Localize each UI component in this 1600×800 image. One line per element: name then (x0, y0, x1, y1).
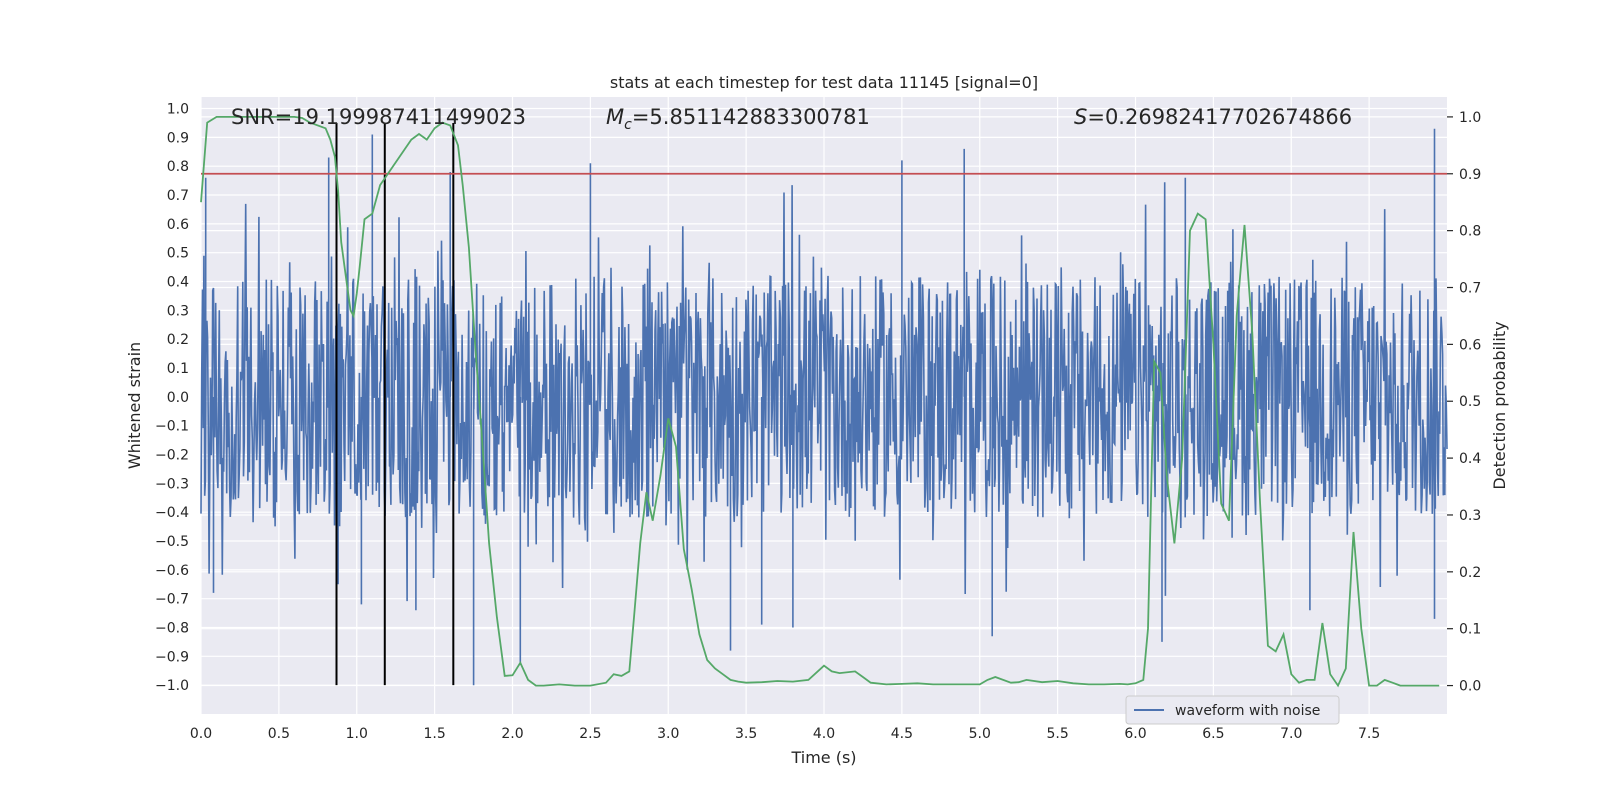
y-right-tick-label: 0.6 (1459, 337, 1481, 353)
y-left-tick-label: −0.9 (155, 649, 189, 665)
y-left-tick-label: −0.7 (155, 592, 189, 608)
y-left-tick-label: −0.5 (155, 534, 189, 550)
mc-subscript: c (624, 117, 632, 133)
waveform-line (200, 128, 1448, 686)
x-tick-label: 0.0 (190, 726, 212, 742)
y-right-tick-label: 0.7 (1459, 281, 1481, 297)
y-right-tick-label: 0.8 (1459, 224, 1481, 240)
x-axis-label: Time (s) (790, 748, 856, 767)
x-tick-label: 2.5 (579, 726, 601, 742)
x-tick-label: 6.0 (1124, 726, 1146, 742)
axis-ticks: 0.0 0.5 1.0 1.5 2.0 2.5 3.0 3.5 4.0 4.5 5.0 5.5 6.0 6… (155, 102, 1481, 742)
y-left-tick-label: 0.8 (167, 159, 189, 175)
x-tick-label: 7.0 (1280, 726, 1302, 742)
y-left-tick-label: 1.0 (167, 102, 189, 118)
x-tick-label: 5.5 (1046, 726, 1068, 742)
y-left-tick-label: 0.6 (167, 217, 189, 233)
y-right-tick-label: 0.9 (1459, 167, 1481, 183)
y-left-tick-label: −0.3 (155, 476, 189, 492)
mc-symbol: M (606, 105, 624, 129)
x-tick-label: 1.5 (423, 726, 445, 742)
y-right-tick-label: 1.0 (1459, 110, 1481, 126)
y-left-tick-label: 0.2 (167, 332, 189, 348)
chirp-mass-annotation: Mc=5.851142883300781 (606, 105, 870, 133)
y-right-tick-label: 0.5 (1459, 394, 1481, 410)
y-left-tick-label: 0.3 (167, 303, 189, 319)
y-right-tick-label: 0.2 (1459, 565, 1481, 581)
x-tick-label: 3.5 (735, 726, 757, 742)
y-left-tick-label: 0.9 (167, 130, 189, 146)
y-left-tick-label: 0.7 (167, 188, 189, 204)
x-tick-label: 7.5 (1358, 726, 1380, 742)
y-left-tick-label: −0.2 (155, 448, 189, 464)
y-left-tick-label: 0.0 (167, 390, 189, 406)
y-left-tick-label: −0.8 (155, 621, 189, 637)
y-axis-label-left: Whitened strain (125, 342, 144, 469)
x-tick-label: 0.5 (268, 726, 290, 742)
y-left-tick-label: −1.0 (155, 678, 189, 694)
y-left-tick-label: −0.1 (155, 419, 189, 435)
detection-probability-line (200, 116, 1440, 688)
s-value: =0.26982417702674866 (1087, 105, 1352, 129)
s-annotation: S=0.26982417702674866 (1074, 105, 1352, 129)
y-left-tick-label: 0.4 (167, 275, 189, 291)
x-tick-label: 3.0 (657, 726, 679, 742)
y-left-tick-label: −0.4 (155, 505, 189, 521)
legend-label-waveform: waveform with noise (1175, 703, 1320, 719)
y-left-tick-label: −0.6 (155, 563, 189, 579)
y-right-tick-label: 0.4 (1459, 451, 1481, 467)
waveform-series (200, 128, 1448, 686)
x-tick-label: 1.0 (346, 726, 368, 742)
y-left-tick-label: 0.5 (167, 246, 189, 262)
y-left-tick-label: 0.1 (167, 361, 189, 377)
chart-title: stats at each timestep for test data 111… (610, 73, 1038, 92)
mc-value: =5.851142883300781 (632, 105, 870, 129)
x-tick-label: 2.0 (501, 726, 523, 742)
snr-annotation: SNR=19.199987411499023 (231, 105, 526, 129)
y-right-tick-label: 0.1 (1459, 622, 1481, 638)
legend-box (1125, 695, 1340, 725)
legend: waveform with noise (1125, 695, 1340, 725)
vertical-markers (335, 122, 455, 686)
y-right-tick-label: 0.0 (1459, 679, 1481, 695)
x-tick-label: 4.0 (813, 726, 835, 742)
s-symbol: S (1074, 105, 1087, 129)
x-tick-label: 4.5 (891, 726, 913, 742)
y-axis-label-right: Detection probability (1490, 321, 1509, 489)
x-tick-label: 6.5 (1202, 726, 1224, 742)
x-tick-label: 5.0 (969, 726, 991, 742)
y-right-tick-label: 0.3 (1459, 508, 1481, 524)
